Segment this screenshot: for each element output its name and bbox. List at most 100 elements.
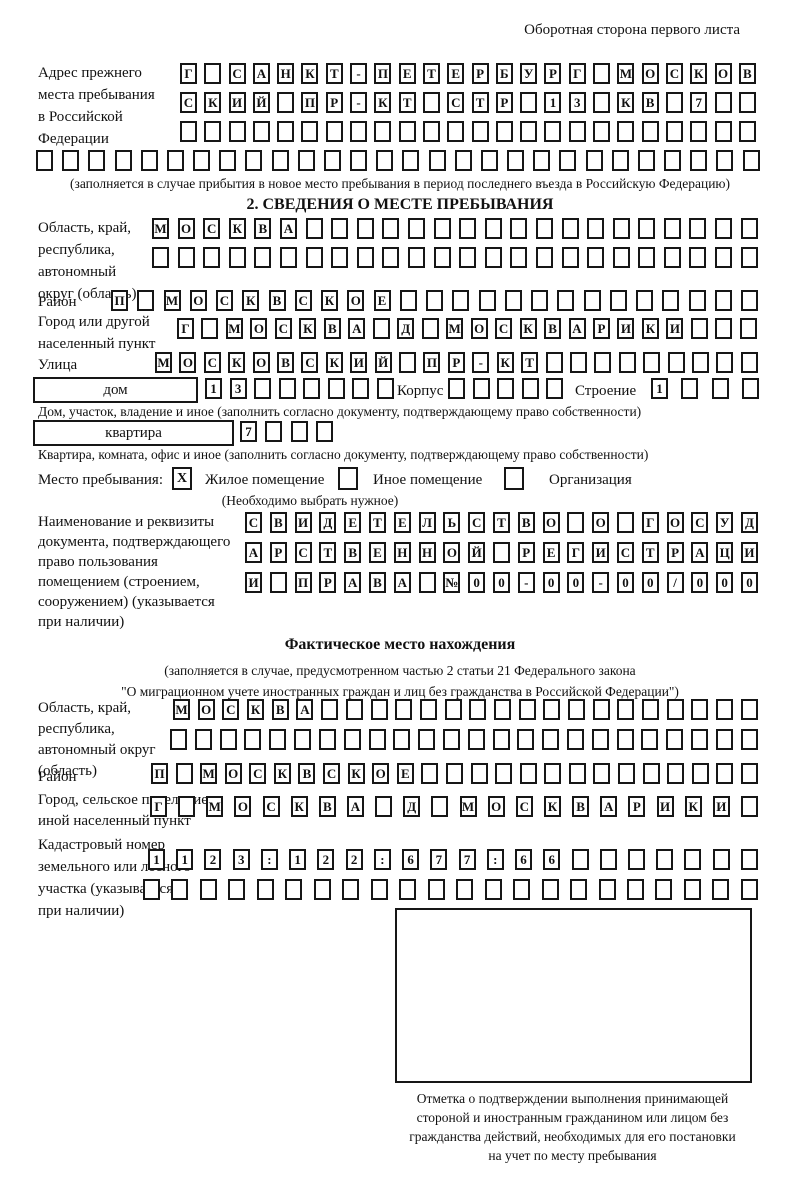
char-cell[interactable] [285,879,303,900]
char-cell[interactable] [327,378,345,399]
char-cell[interactable] [535,247,553,268]
char-cell[interactable] [740,218,758,239]
char-cell[interactable] [627,849,645,870]
char-cell[interactable] [521,378,539,399]
char-cell[interactable]: Р [319,572,337,593]
char-cell[interactable]: О [592,512,610,533]
char-cell[interactable]: С [262,796,280,817]
char-cell[interactable] [204,63,222,84]
char-cell[interactable] [587,218,605,239]
char-cell[interactable]: 0 [641,572,659,593]
char-cell[interactable] [715,247,733,268]
char-cell[interactable]: Т [471,92,489,113]
char-cell[interactable]: О [250,318,268,339]
char-cell[interactable] [454,150,472,171]
char-cell[interactable]: М [152,218,169,239]
char-cell[interactable] [382,247,400,268]
char-cell[interactable] [598,879,616,900]
char-cell[interactable]: П [151,763,168,784]
char-cell[interactable]: А [393,572,411,593]
char-cell[interactable] [178,796,196,817]
char-cell[interactable] [471,121,489,142]
char-cell[interactable] [593,121,611,142]
char-cell[interactable] [331,247,349,268]
char-cell[interactable]: О [470,318,488,339]
char-cell[interactable] [256,879,274,900]
char-cell[interactable] [426,290,443,311]
char-cell[interactable]: И [294,512,312,533]
char-cell[interactable]: А [344,572,362,593]
char-cell[interactable] [594,352,612,373]
char-cell[interactable]: К [347,763,365,784]
char-cell[interactable] [541,879,559,900]
char-cell[interactable] [642,763,660,784]
char-cell[interactable]: 1 [289,849,307,870]
char-cell[interactable] [570,879,588,900]
char-cell[interactable]: 7 [240,421,257,442]
char-cell[interactable] [199,879,217,900]
char-cell[interactable] [711,378,729,399]
char-cell[interactable] [684,849,702,870]
char-cell[interactable] [407,247,425,268]
char-cell[interactable]: 3 [232,849,250,870]
char-cell[interactable]: Т [368,512,386,533]
korpus-row[interactable] [448,378,563,399]
char-cell[interactable] [492,729,510,750]
char-cell[interactable] [641,121,659,142]
char-cell[interactable] [642,699,660,720]
char-cell[interactable] [690,121,708,142]
char-cell[interactable] [740,699,758,720]
char-cell[interactable] [431,796,449,817]
char-cell[interactable]: 0 [616,572,634,593]
char-cell[interactable] [290,421,308,442]
char-cell[interactable] [520,121,538,142]
char-cell[interactable]: П [374,63,392,84]
char-cell[interactable] [592,699,610,720]
char-cell[interactable] [543,699,561,720]
char-cell[interactable]: К [519,318,537,339]
char-cell[interactable] [418,572,436,593]
char-cell[interactable] [740,729,758,750]
char-cell[interactable]: : [486,849,504,870]
char-cell[interactable]: В [254,218,272,239]
char-cell[interactable] [62,150,80,171]
char-cell[interactable]: : [260,849,278,870]
char-cell[interactable] [428,150,446,171]
char-cell[interactable] [495,121,513,142]
char-cell[interactable] [472,378,490,399]
char-cell[interactable]: 6 [515,849,533,870]
char-cell[interactable]: А [245,542,262,563]
char-cell[interactable] [170,729,187,750]
char-cell[interactable]: Р [628,796,646,817]
char-cell[interactable]: С [180,92,197,113]
char-cell[interactable]: К [242,290,260,311]
char-cell[interactable]: М [459,796,477,817]
char-cell[interactable] [545,352,563,373]
char-cell[interactable] [244,729,262,750]
char-cell[interactable] [318,729,336,750]
char-cell[interactable] [740,763,758,784]
char-cell[interactable]: С [222,699,240,720]
char-cell[interactable] [269,729,287,750]
char-cell[interactable] [638,247,656,268]
char-cell[interactable]: Г [150,796,167,817]
char-cell[interactable] [442,729,460,750]
char-cell[interactable] [114,150,132,171]
char-cell[interactable] [738,92,756,113]
char-cell[interactable]: М [206,796,224,817]
char-cell[interactable]: К [204,92,222,113]
char-cell[interactable] [585,150,603,171]
char-cell[interactable]: Е [344,512,362,533]
char-cell[interactable] [219,729,237,750]
char-cell[interactable] [203,247,221,268]
checkbox-inoe[interactable] [338,467,358,490]
char-cell[interactable] [599,849,617,870]
char-cell[interactable] [368,729,386,750]
char-cell[interactable] [452,290,470,311]
char-cell[interactable]: 1 [148,849,165,870]
char-cell[interactable] [617,763,635,784]
